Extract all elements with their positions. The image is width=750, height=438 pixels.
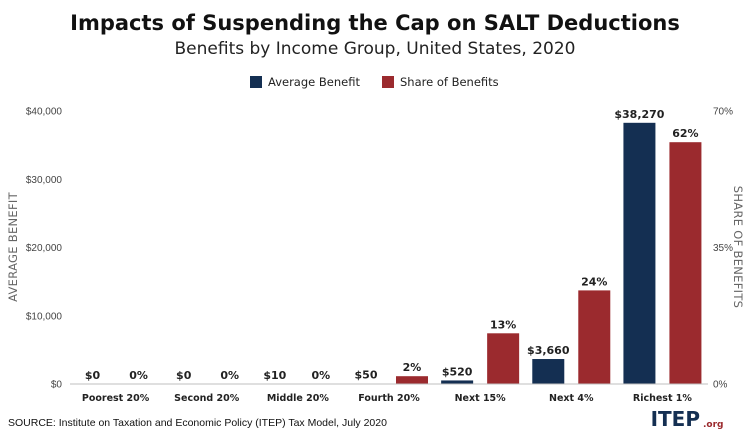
chart-title: Impacts of Suspending the Cap on SALT De… — [70, 11, 680, 35]
bar-share-of-benefits — [669, 142, 702, 384]
logo-suffix: .org — [703, 420, 723, 430]
data-label-share-of-benefits: 24% — [581, 275, 607, 288]
y-tick-label: $40,000 — [26, 107, 63, 118]
data-label-share-of-benefits: 13% — [490, 318, 516, 331]
y-tick-label: $30,000 — [26, 175, 63, 186]
logo-text: ITEP — [651, 407, 700, 431]
x-tick-label: Richest 1% — [633, 393, 693, 404]
bars — [258, 122, 702, 384]
y2-tick-label: 0% — [713, 380, 728, 391]
x-tick-label: Fourth 20% — [358, 393, 420, 404]
x-tick-label: Second 20% — [174, 393, 240, 404]
data-label-share-of-benefits: 0% — [312, 369, 331, 382]
data-label-share-of-benefits: 62% — [672, 127, 698, 140]
data-label-average-benefit: $520 — [442, 365, 473, 378]
y-tick-label: $0 — [51, 380, 63, 391]
data-label-average-benefit: $3,660 — [527, 344, 570, 357]
data-label-share-of-benefits: 0% — [129, 369, 148, 382]
x-tick-label: Poorest 20% — [82, 393, 150, 404]
y-tick-label: $20,000 — [26, 243, 63, 254]
bar-share-of-benefits — [396, 376, 428, 384]
source-note: SOURCE: Institute on Taxation and Econom… — [8, 417, 387, 429]
bar-average-benefit — [441, 380, 474, 384]
y2-axis-title: SHARE OF BENEFITS — [731, 186, 745, 309]
bar-average-benefit — [532, 359, 565, 384]
legend-swatch-share-of-benefits — [382, 76, 394, 88]
data-label-average-benefit: $38,270 — [614, 108, 664, 121]
x-tick-label: Middle 20% — [267, 393, 330, 404]
y-axis-title: AVERAGE BENEFIT — [6, 191, 20, 302]
x-tick-label: Next 4% — [549, 393, 594, 404]
itep-logo: ITEP .org — [651, 407, 724, 431]
data-labels: $0 0% $0 0% $10 0% $50 2% $520 13% $3,660 24% $38,27… — [85, 108, 699, 382]
data-label-average-benefit: $0 — [85, 369, 101, 382]
x-axis-categories: Poorest 20% Second 20% Middle 20% Fourth 20… — [82, 393, 693, 404]
legend-label-share-of-benefits: Share of Benefits — [400, 75, 499, 89]
data-label-average-benefit: $10 — [263, 369, 286, 382]
bar-average-benefit — [623, 122, 656, 384]
bar-share-of-benefits — [578, 290, 611, 384]
legend: Average Benefit Share of Benefits — [250, 75, 499, 89]
y2-axis-ticks: 0% 35% 70% — [713, 107, 733, 391]
bar-share-of-benefits — [487, 333, 520, 384]
y2-tick-label: 70% — [713, 107, 733, 118]
data-label-share-of-benefits: 2% — [403, 361, 422, 374]
legend-label-average-benefit: Average Benefit — [268, 75, 360, 89]
data-label-average-benefit: $50 — [355, 369, 378, 382]
data-label-average-benefit: $0 — [176, 369, 192, 382]
x-tick-label: Next 15% — [455, 393, 507, 404]
y-axis-ticks: $0 $10,000 $20,000 $30,000 $40,000 — [26, 107, 63, 391]
y-tick-label: $10,000 — [26, 311, 63, 322]
legend-swatch-average-benefit — [250, 76, 262, 88]
chart-subtitle: Benefits by Income Group, United States,… — [175, 39, 576, 59]
y2-tick-label: 35% — [713, 243, 733, 254]
data-label-share-of-benefits: 0% — [220, 369, 239, 382]
